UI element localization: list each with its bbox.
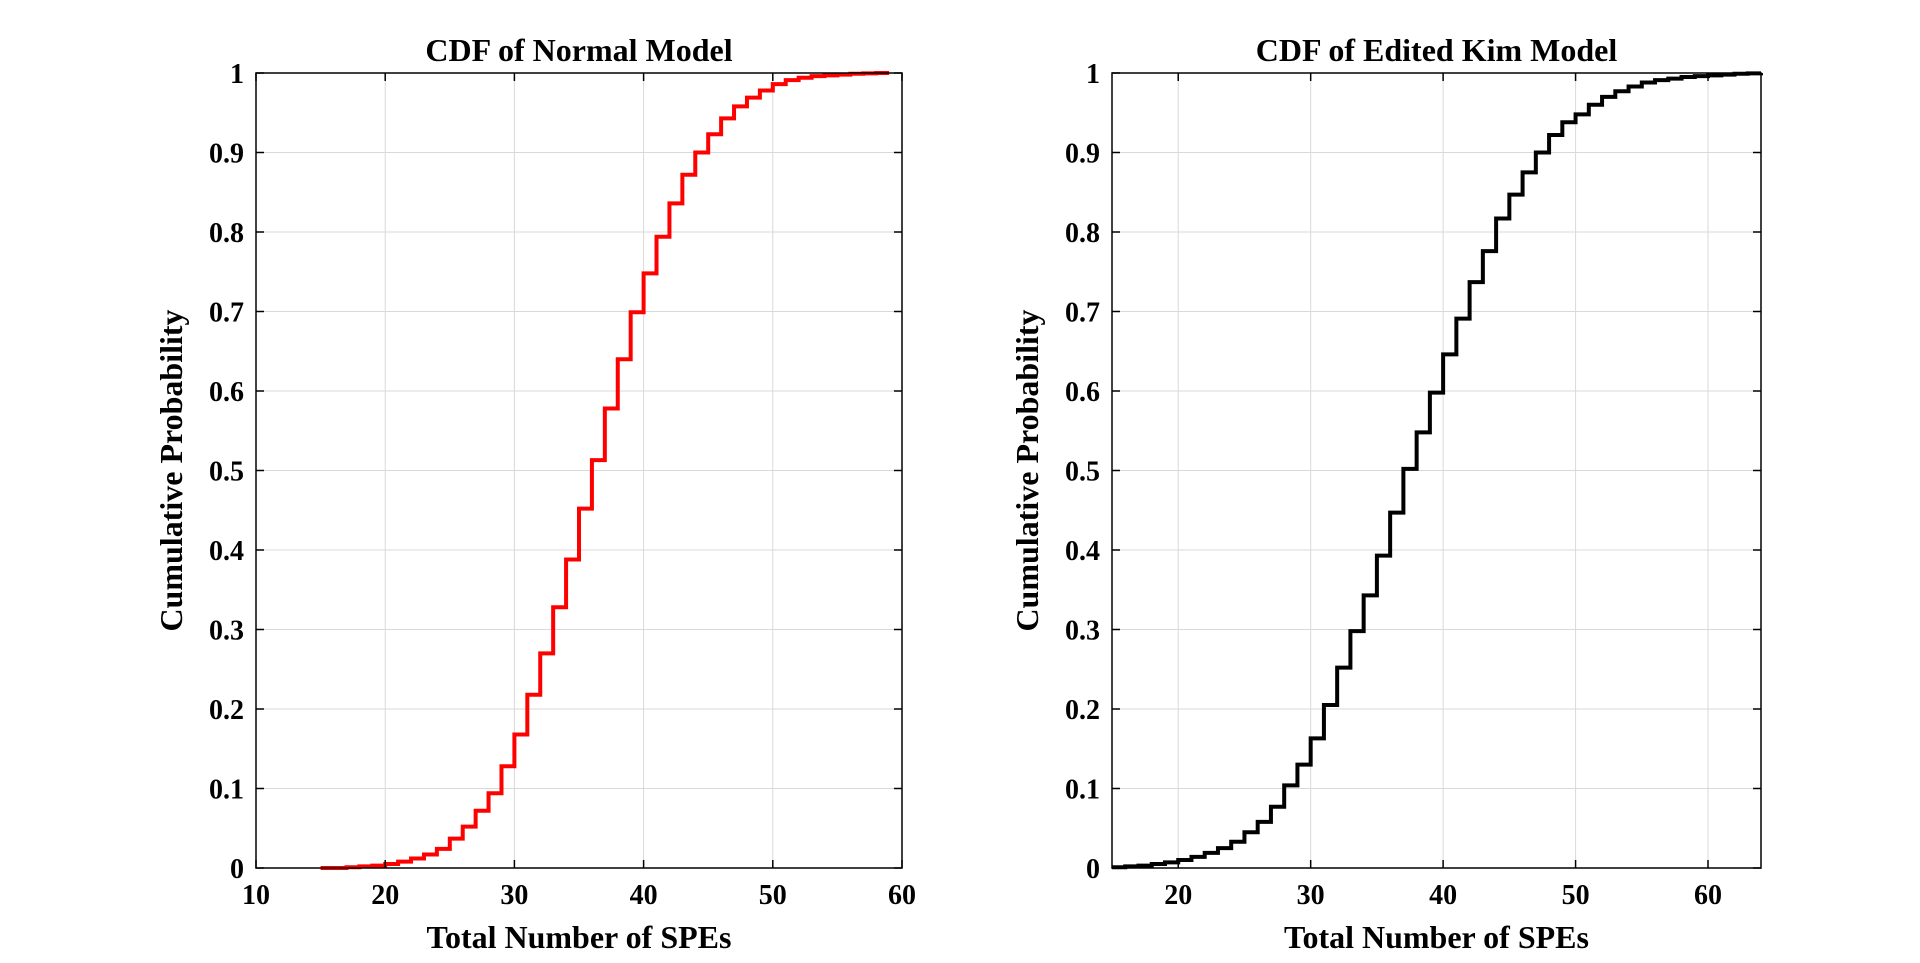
y-tick-label: 0.1 xyxy=(1065,775,1100,806)
y-tick-label: 1 xyxy=(230,59,244,90)
chart-1: 10 20 30 40 50 60 0 0.1 0.2 0.3 0.4 0.5 0.6 0.7 0.8 0.9… xyxy=(153,32,916,955)
y-tick-label: 0.9 xyxy=(209,139,244,170)
chart-title: CDF of Edited Kim Model xyxy=(1256,32,1618,68)
x-tick-label: 30 xyxy=(1297,880,1325,911)
chart-title: CDF of Normal Model xyxy=(425,32,732,68)
x-tick-label: 50 xyxy=(1562,880,1590,911)
x-tick-label: 20 xyxy=(1164,880,1192,911)
x-tick-label: 40 xyxy=(630,880,658,911)
y-axis-label: Cumulative Probability xyxy=(153,309,189,631)
y-tick-label: 0.3 xyxy=(209,616,244,647)
x-tick-label: 60 xyxy=(1694,880,1722,911)
y-tick-label: 0.6 xyxy=(1065,377,1100,408)
y-tick-label: 0.7 xyxy=(1065,298,1100,329)
chart-2: 20 30 40 50 60 0 0.1 0.2 0.3 0.4 0.5 0.6 0.7 0.8 0.9 1 C… xyxy=(1009,32,1763,955)
y-tick-label: 0.5 xyxy=(209,457,244,488)
y-tick-label: 0.4 xyxy=(1065,536,1100,567)
y-axis-label: Cumulative Probability xyxy=(1009,309,1045,631)
x-tick-label: 10 xyxy=(242,880,270,911)
y-tick-label: 0.8 xyxy=(1065,218,1100,249)
x-axis-label: Total Number of SPEs xyxy=(427,919,732,955)
y-tick-label: 0.3 xyxy=(1065,616,1100,647)
x-axis-label: Total Number of SPEs xyxy=(1284,919,1589,955)
y-tick-label: 0.1 xyxy=(209,775,244,806)
x-tick-label: 50 xyxy=(759,880,787,911)
y-tick-label: 0 xyxy=(1086,854,1100,885)
y-tick-label: 0.5 xyxy=(1065,457,1100,488)
y-tick-label: 0.8 xyxy=(209,218,244,249)
cdf-series-line xyxy=(320,71,890,870)
y-tick-label: 0.2 xyxy=(1065,695,1100,726)
x-tick-label: 20 xyxy=(371,880,399,911)
y-tick-label: 0 xyxy=(230,854,244,885)
x-tick-label: 40 xyxy=(1429,880,1457,911)
y-tick-label: 0.4 xyxy=(209,536,244,567)
y-tick-label: 0.9 xyxy=(1065,139,1100,170)
x-tick-label: 30 xyxy=(500,880,528,911)
y-tick-label: 0.6 xyxy=(209,377,244,408)
y-tick-label: 0.2 xyxy=(209,695,244,726)
x-tick-label: 60 xyxy=(888,880,916,911)
cdf-series-line xyxy=(1112,71,1763,870)
y-tick-label: 1 xyxy=(1086,59,1100,90)
y-tick-label: 0.7 xyxy=(209,298,244,329)
